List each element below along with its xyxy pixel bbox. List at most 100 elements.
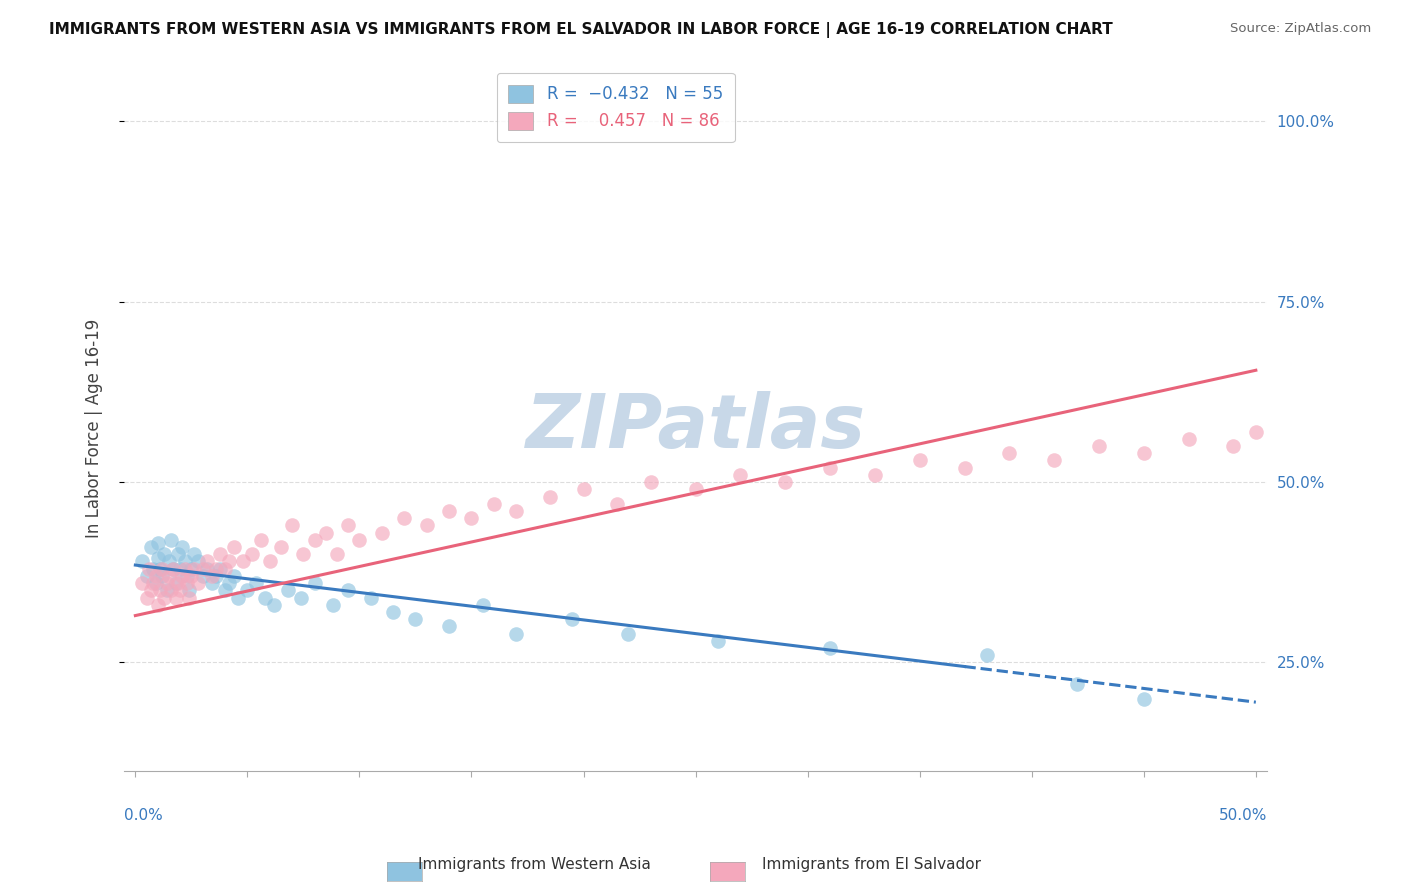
Point bbox=[1177, 432, 1199, 446]
Point bbox=[176, 569, 198, 583]
Point bbox=[195, 562, 218, 576]
Point bbox=[250, 533, 273, 547]
Point bbox=[953, 460, 976, 475]
Point bbox=[149, 583, 172, 598]
Point bbox=[437, 504, 460, 518]
Point bbox=[337, 583, 360, 598]
Point bbox=[153, 547, 176, 561]
Point bbox=[908, 453, 931, 467]
Point bbox=[156, 576, 179, 591]
Text: ZIPatlas: ZIPatlas bbox=[526, 392, 866, 465]
Point bbox=[685, 483, 707, 497]
Point bbox=[222, 540, 245, 554]
Point bbox=[1133, 446, 1156, 460]
Point bbox=[179, 583, 201, 598]
Point bbox=[146, 536, 169, 550]
Point bbox=[263, 598, 285, 612]
Point bbox=[160, 533, 183, 547]
Point bbox=[617, 626, 640, 640]
Point bbox=[218, 554, 240, 568]
Point bbox=[360, 591, 382, 605]
Point bbox=[209, 562, 232, 576]
Point bbox=[270, 540, 292, 554]
Point bbox=[1043, 453, 1066, 467]
Point bbox=[337, 518, 360, 533]
Point bbox=[157, 554, 180, 568]
Text: 0.0%: 0.0% bbox=[124, 808, 163, 823]
Point bbox=[236, 583, 259, 598]
Point bbox=[169, 583, 191, 598]
Point bbox=[505, 504, 527, 518]
Point bbox=[131, 576, 153, 591]
Text: Immigrants from Western Asia: Immigrants from Western Asia bbox=[418, 857, 651, 872]
Point bbox=[173, 562, 195, 576]
Point bbox=[482, 497, 505, 511]
Point bbox=[304, 533, 326, 547]
Point bbox=[863, 467, 886, 482]
Point bbox=[1066, 677, 1088, 691]
Text: Source: ZipAtlas.com: Source: ZipAtlas.com bbox=[1230, 22, 1371, 36]
Point bbox=[460, 511, 482, 525]
Point bbox=[150, 569, 173, 583]
Point bbox=[322, 598, 344, 612]
Point bbox=[160, 583, 183, 598]
Point bbox=[245, 576, 267, 591]
Point bbox=[165, 576, 187, 591]
Point bbox=[139, 540, 162, 554]
Point bbox=[561, 612, 583, 626]
Point bbox=[176, 576, 198, 591]
Point bbox=[162, 562, 184, 576]
Point bbox=[382, 605, 405, 619]
Point bbox=[135, 591, 157, 605]
Point bbox=[172, 569, 194, 583]
Point bbox=[404, 612, 426, 626]
Point bbox=[415, 518, 437, 533]
Point bbox=[187, 576, 209, 591]
Point bbox=[254, 591, 277, 605]
Point bbox=[138, 562, 160, 576]
Point bbox=[1289, 417, 1312, 432]
Point bbox=[179, 591, 201, 605]
Point bbox=[214, 562, 236, 576]
Point bbox=[232, 554, 254, 568]
Text: Immigrants from El Salvador: Immigrants from El Salvador bbox=[762, 857, 981, 872]
Point bbox=[315, 525, 337, 540]
Point bbox=[998, 446, 1021, 460]
Point bbox=[145, 569, 167, 583]
Point bbox=[156, 583, 179, 598]
Point bbox=[205, 562, 228, 576]
Point bbox=[169, 562, 191, 576]
Point bbox=[214, 583, 236, 598]
Point bbox=[180, 569, 202, 583]
Point bbox=[209, 547, 232, 561]
Point bbox=[167, 547, 190, 561]
Point bbox=[228, 591, 250, 605]
Point bbox=[142, 576, 165, 591]
Point bbox=[187, 554, 209, 568]
Point bbox=[173, 554, 195, 568]
Y-axis label: In Labor Force | Age 16-19: In Labor Force | Age 16-19 bbox=[86, 318, 103, 538]
Point bbox=[142, 562, 165, 576]
Point bbox=[149, 562, 172, 576]
Point bbox=[205, 569, 228, 583]
Point bbox=[640, 475, 662, 489]
Point bbox=[195, 554, 218, 568]
Point bbox=[153, 591, 176, 605]
Point bbox=[259, 554, 281, 568]
Point bbox=[183, 562, 205, 576]
Point bbox=[277, 583, 299, 598]
Point bbox=[606, 497, 628, 511]
Point bbox=[292, 547, 315, 561]
Point bbox=[240, 547, 263, 561]
Point bbox=[505, 626, 527, 640]
Point bbox=[976, 648, 998, 663]
Point bbox=[218, 576, 240, 591]
Point bbox=[135, 569, 157, 583]
Point bbox=[191, 562, 214, 576]
Point bbox=[139, 583, 162, 598]
Point bbox=[371, 525, 394, 540]
Point bbox=[146, 598, 169, 612]
Point bbox=[1357, 410, 1379, 425]
Point bbox=[150, 562, 173, 576]
Point bbox=[1267, 432, 1289, 446]
